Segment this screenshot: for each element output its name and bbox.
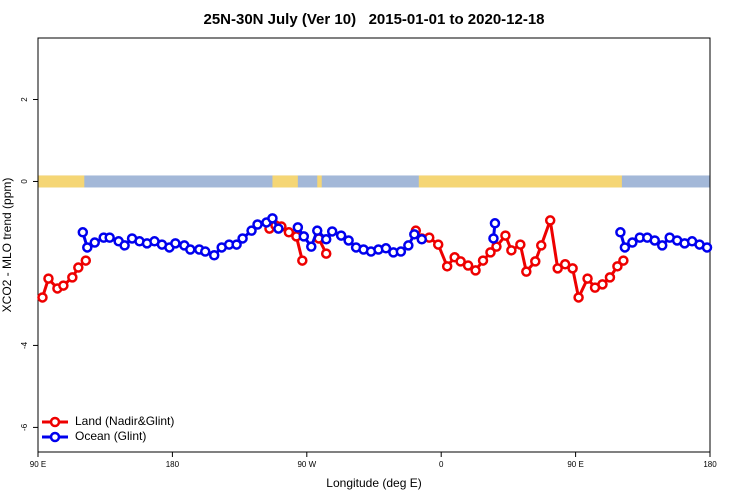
y-tick-label: -4 xyxy=(20,341,29,349)
data-point xyxy=(306,241,317,252)
data-point xyxy=(37,292,48,303)
data-point xyxy=(43,273,54,284)
land-strip xyxy=(418,175,622,188)
data-point xyxy=(343,235,354,246)
x-tick-label: 90 E xyxy=(30,460,46,469)
data-point xyxy=(656,240,668,251)
data-point xyxy=(618,255,629,266)
data-point xyxy=(432,239,444,250)
data-point xyxy=(58,280,69,291)
data-point xyxy=(252,219,263,230)
legend-label: Land (Nadir&Glint) xyxy=(75,414,174,428)
x-tick-label: 90 E xyxy=(567,460,583,469)
data-point xyxy=(627,237,638,248)
data-point xyxy=(185,244,196,255)
data-point xyxy=(506,245,517,256)
data-point xyxy=(292,222,304,233)
data-point xyxy=(416,234,428,245)
x-tick-label: 180 xyxy=(166,460,180,469)
data-point xyxy=(326,226,338,237)
x-tick-label: 90 W xyxy=(297,460,316,469)
legend-label: Ocean (Glint) xyxy=(75,429,146,443)
data-point xyxy=(380,243,392,254)
x-axis-label: Longitude (deg E) xyxy=(326,476,421,490)
data-point xyxy=(619,242,631,253)
data-point xyxy=(530,256,541,267)
data-point xyxy=(67,272,78,283)
data-point xyxy=(80,255,92,266)
data-point xyxy=(320,248,332,259)
data-point xyxy=(119,240,130,251)
data-point xyxy=(267,213,278,224)
data-point xyxy=(573,292,584,303)
data-point xyxy=(170,238,181,249)
data-point xyxy=(73,262,84,273)
data-point xyxy=(200,246,211,257)
data-point xyxy=(441,261,453,272)
data-point xyxy=(559,259,571,270)
land-strip xyxy=(317,175,322,188)
data-point xyxy=(536,240,547,251)
data-point xyxy=(604,272,616,283)
data-point xyxy=(470,265,481,276)
data-point xyxy=(544,215,556,226)
data-point xyxy=(500,230,511,241)
y-tick-label: 2 xyxy=(20,97,29,102)
data-point xyxy=(77,227,89,238)
y-axis-label: XCO2 - MLO trend (ppm) xyxy=(0,178,14,313)
x-tick-label: 0 xyxy=(439,460,444,469)
data-point xyxy=(582,273,593,284)
data-point xyxy=(335,230,347,241)
data-point xyxy=(477,255,489,266)
data-point xyxy=(395,246,407,257)
data-point xyxy=(462,260,474,271)
data-point xyxy=(208,249,220,261)
data-point xyxy=(246,225,257,236)
data-point xyxy=(701,242,713,253)
data-point xyxy=(597,279,608,290)
data-point xyxy=(82,242,93,253)
data-point xyxy=(283,227,295,238)
data-point xyxy=(231,239,242,250)
data-point xyxy=(403,240,414,251)
data-point xyxy=(489,218,501,229)
x-tick-label: 180 xyxy=(703,460,717,469)
data-point xyxy=(89,237,100,248)
data-point xyxy=(552,263,563,274)
data-point xyxy=(612,261,623,272)
data-point xyxy=(237,233,248,244)
data-point xyxy=(515,239,526,250)
y-tick-label: -6 xyxy=(20,423,29,431)
y-tick-label: 0 xyxy=(20,179,29,184)
data-point xyxy=(488,233,499,244)
data-point xyxy=(649,235,660,246)
data-point xyxy=(409,229,420,240)
chart-title: 25N-30N July (Ver 10) 2015-01-01 to 2020… xyxy=(203,11,544,28)
legend-marker xyxy=(49,416,61,428)
land-strip xyxy=(38,175,85,188)
data-point xyxy=(615,227,626,238)
land-strip xyxy=(272,175,298,188)
data-point xyxy=(485,247,496,258)
data-point xyxy=(312,225,323,236)
data-point xyxy=(320,234,332,245)
data-point xyxy=(273,223,284,234)
data-point xyxy=(521,266,532,277)
data-point xyxy=(491,241,502,252)
legend-marker xyxy=(49,431,61,443)
data-point xyxy=(455,256,466,267)
data-point xyxy=(104,232,115,243)
data-point xyxy=(298,231,310,242)
data-point xyxy=(297,255,308,266)
data-point xyxy=(567,263,578,274)
